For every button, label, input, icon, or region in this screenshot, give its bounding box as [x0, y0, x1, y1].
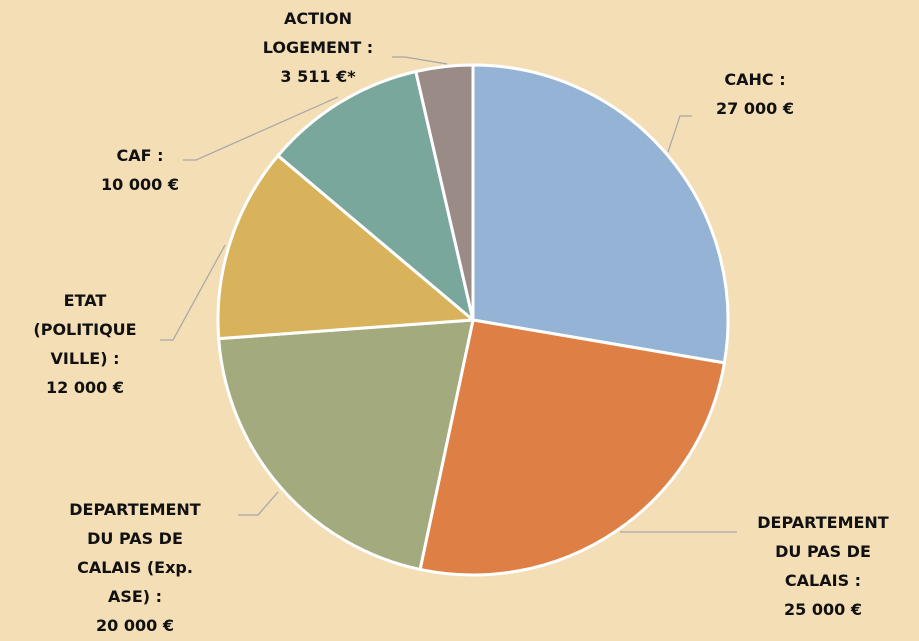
value-label: 3 511 €*: [280, 67, 356, 86]
category-label: DEPARTEMENT DU PAS DE CALAIS (Exp. ASE) …: [69, 500, 201, 606]
pie-slice: [418, 318, 726, 577]
data-label: ETAT (POLITIQUE VILLE) : 12 000 €: [25, 286, 145, 402]
leader-line: [183, 96, 339, 161]
leader-line: [160, 244, 226, 341]
category-label: CAHC :: [724, 70, 786, 89]
pie-slice: [276, 69, 475, 322]
leader-line: [667, 115, 692, 153]
pie-slice: [414, 63, 475, 322]
category-label: DEPARTEMENT DU PAS DE CALAIS :: [757, 513, 889, 590]
value-label: 20 000 €: [96, 616, 174, 635]
pie-slice: [471, 63, 730, 365]
data-label: DEPARTEMENT DU PAS DE CALAIS (Exp. ASE) …: [60, 495, 210, 640]
category-label: ETAT (POLITIQUE VILLE) :: [33, 291, 137, 368]
data-label: CAF : 10 000 €: [80, 141, 200, 199]
value-label: 27 000 €: [716, 99, 794, 118]
leader-line: [392, 56, 448, 65]
pie-slice: [216, 154, 475, 341]
data-label: DEPARTEMENT DU PAS DE CALAIS : 25 000 €: [748, 508, 898, 624]
category-label: CAF :: [116, 146, 164, 165]
pie-slice: [217, 318, 475, 571]
leader-line: [238, 491, 279, 516]
value-label: 10 000 €: [101, 175, 179, 194]
value-label: 25 000 €: [784, 600, 862, 619]
data-label: ACTION LOGEMENT : 3 511 €*: [253, 4, 383, 91]
leader-lines: [160, 56, 737, 533]
category-label: ACTION LOGEMENT :: [262, 9, 374, 57]
data-label: CAHC : 27 000 €: [695, 65, 815, 123]
value-label: 12 000 €: [46, 378, 124, 397]
